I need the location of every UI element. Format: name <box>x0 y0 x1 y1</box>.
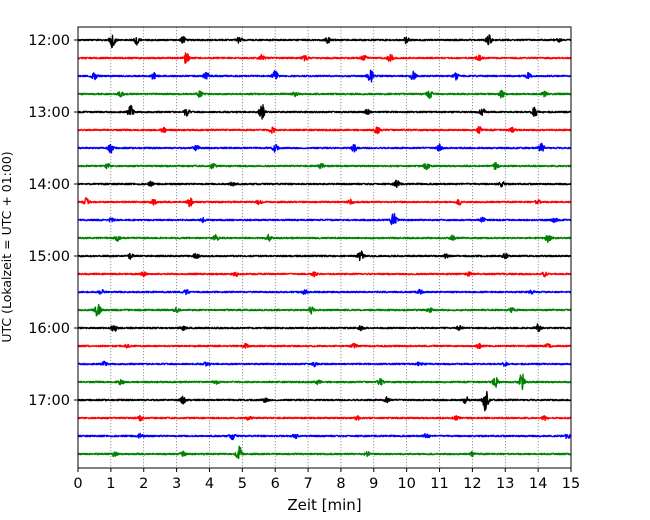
y-axis: 12:00 13:00 14:00 15:00 16:00 17:00 <box>28 33 78 409</box>
x-tick-label: 3 <box>172 476 181 492</box>
trace-line <box>77 342 572 350</box>
x-tick-label: 14 <box>529 476 547 492</box>
trace-line <box>77 104 572 120</box>
trace-line <box>77 89 572 100</box>
trace-line <box>77 271 572 278</box>
trace-line <box>77 360 572 368</box>
x-tick-label: 6 <box>271 476 280 492</box>
y-tick-label: 15:00 <box>28 249 70 265</box>
x-tick-label: 13 <box>496 476 514 492</box>
y-tick-label: 14:00 <box>28 177 70 193</box>
plot-frame <box>77 26 572 469</box>
trace-line <box>77 288 572 296</box>
trace-line <box>77 323 572 333</box>
trace-line <box>77 126 572 135</box>
x-tick-label: 15 <box>562 476 580 492</box>
y-axis-label: UTC (Lokalzeit = UTC + 01:00) <box>0 151 14 342</box>
x-tick-label: 7 <box>303 476 312 492</box>
x-tick-label: 12 <box>463 476 481 492</box>
y-tick-label: 17:00 <box>28 393 70 409</box>
x-tick-label: 2 <box>139 476 148 492</box>
x-tick-label: 4 <box>205 476 214 492</box>
trace-line <box>77 196 572 208</box>
trace-line <box>77 34 572 49</box>
y-tick-label: 12:00 <box>28 33 70 49</box>
trace-line <box>77 142 572 154</box>
trace-line <box>77 390 572 412</box>
trace-line <box>77 212 572 226</box>
y-tick-label: 13:00 <box>28 105 70 121</box>
trace-line <box>77 52 572 64</box>
x-axis: 0 1 2 3 4 5 6 7 8 9 10 11 12 13 14 15 <box>73 468 580 492</box>
x-axis-label: Zeit [min] <box>287 496 361 514</box>
trace-line <box>77 162 572 171</box>
trace-line <box>77 179 572 189</box>
trace-line <box>77 69 572 83</box>
x-tick-label: 1 <box>106 476 115 492</box>
trace-line <box>77 250 572 262</box>
x-tick-label: 8 <box>336 476 345 492</box>
seismic-traces <box>77 34 572 460</box>
trace-line <box>77 233 572 244</box>
x-tick-label: 11 <box>430 476 448 492</box>
x-tick-label: 9 <box>369 476 378 492</box>
trace-line <box>77 432 572 441</box>
y-tick-label: 16:00 <box>28 321 70 337</box>
trace-line <box>77 445 572 460</box>
x-tick-label: 10 <box>397 476 415 492</box>
x-tick-label: 5 <box>238 476 247 492</box>
x-tick-label: 0 <box>73 476 82 492</box>
trace-line <box>77 373 572 391</box>
trace-line <box>77 303 572 317</box>
trace-line <box>77 414 572 422</box>
